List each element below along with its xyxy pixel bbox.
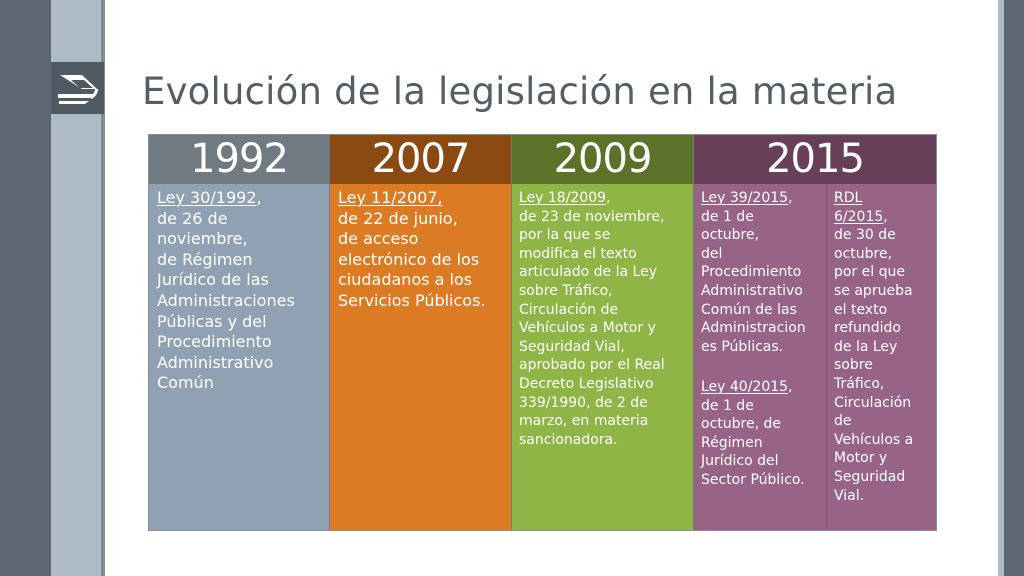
law-text-line: por el que [834, 264, 905, 281]
institution-logo-icon [51, 62, 104, 114]
law-text-line: del [701, 245, 723, 262]
law-text-line: es Públicas. [701, 338, 784, 355]
law-text-line: de 1 de [701, 397, 754, 414]
law-text-line: Administrativo [701, 282, 803, 299]
law-text-line: ciudadanos a los [338, 270, 473, 290]
slide-title: Evolución de la legislación en la materi… [142, 70, 898, 113]
law-description: Ley 30/1992, de 26 de noviembre, de Régimen… [157, 188, 295, 394]
law-text-line: de 22 de junio, [338, 208, 458, 228]
law-reference-link[interactable]: Ley 40/2015, [701, 379, 793, 395]
law-text-line: octubre, [834, 245, 893, 262]
law-text-line: Seguridad Vial, [519, 338, 625, 355]
law-text-line: de 30 de [834, 227, 896, 244]
law-text-line: por la que se [519, 227, 611, 244]
law-text-line: de 1 de [701, 208, 754, 225]
legislation-timeline: 1992 Ley 30/1992, de 26 de noviembre, de Ré… [148, 134, 937, 531]
law-text-line: modifica el texto [519, 245, 637, 262]
year-header: 2009 [512, 135, 693, 184]
law-text-line: marzo, en materia [519, 413, 649, 430]
law-description-ley-39: Ley 39/2015, de 1 de octubre, del Procedimie… [701, 189, 806, 356]
law-text-line: de 26 de [157, 208, 228, 228]
law-text-line: octubre, de [701, 416, 781, 433]
law-text-line: Seguridad [834, 468, 906, 485]
law-text-line: Procedimiento [157, 332, 272, 352]
law-text-line: Jurídico del [701, 453, 779, 470]
left-stripe-thin [101, 0, 105, 576]
law-text-line: sancionadora. [519, 431, 618, 448]
law-reference-link[interactable]: Ley 39/2015, [701, 190, 793, 206]
law-text-line: articulado de la Ley [519, 264, 657, 281]
law-text-line: Sector Público. [701, 471, 805, 488]
column-separator [511, 135, 512, 530]
law-text-line: Vehículos a [834, 431, 914, 448]
right-stripe-dark [1004, 0, 1024, 576]
law-description-ley-40: Ley 40/2015, de 1 de octubre, de Régimen Jur… [701, 378, 805, 490]
law-text-line: Común [157, 373, 214, 393]
law-text-line: de la Ley [834, 338, 898, 355]
law-text-line: electrónico de los [338, 249, 480, 269]
column-body: Ley 30/1992, de 26 de noviembre, de Régimen… [149, 184, 329, 530]
law-reference-link[interactable]: RDL [834, 190, 863, 206]
law-text-line: octubre, [701, 227, 760, 244]
law-text-line: refundido [834, 320, 901, 337]
year-header: 1992 [149, 135, 329, 184]
law-text-line: Servicios Públicos. [338, 290, 486, 310]
law-reference-link[interactable]: Ley 11/2007, [338, 188, 443, 207]
law-text-line: Administrativo [157, 352, 274, 372]
law-text-line: Vehículos a Motor y [519, 320, 656, 337]
law-text-line: Administracion [701, 320, 806, 337]
law-text-line: Vial. [834, 487, 865, 504]
law-text-line: Procedimiento [701, 264, 802, 281]
law-text-line: Circulación [834, 394, 912, 411]
law-text-line: Administraciones [157, 290, 295, 310]
timeline-column-1992: 1992 Ley 30/1992, de 26 de noviembre, de Ré… [149, 135, 329, 530]
timeline-column-2009: 2009 Ley 18/2009, de 23 de noviembre, por … [512, 135, 693, 530]
law-text-line: sobre [834, 357, 873, 374]
law-text-line: 339/1990, de 2 de [519, 394, 648, 411]
law-text-line: aprobado por el Real [519, 357, 665, 374]
column-body: Ley 39/2015, de 1 de octubre, del Procedimie… [694, 184, 936, 530]
law-text-line: Tráfico, [834, 375, 885, 392]
law-reference-link[interactable]: Ley 18/2009, [519, 190, 611, 206]
timeline-column-2015: 2015 Ley 39/2015, de 1 de octubre, del Proce… [694, 135, 936, 530]
law-text-line: noviembre, [157, 229, 248, 249]
column-separator [329, 135, 330, 530]
timeline-column-2007: 2007 Ley 11/2007, de 22 de junio, de acces… [330, 135, 511, 530]
law-text-line: Decreto Legislativo [519, 375, 654, 392]
law-description-rdl-6: RDL 6/2015, de 30 de octubre, por el que se a… [834, 189, 913, 505]
law-text-line: Jurídico de las [157, 270, 269, 290]
law-text-line: Circulación de [519, 301, 619, 318]
year-header: 2015 [694, 135, 936, 184]
law-text-line: sobre Tráfico, [519, 282, 613, 299]
law-reference-link[interactable]: Ley 30/1992, [157, 188, 262, 207]
column-divider [826, 184, 827, 530]
year-header: 2007 [330, 135, 511, 184]
column-separator [693, 135, 694, 530]
law-text-line: de acceso [338, 229, 419, 249]
law-text-line: se aprueba [834, 282, 913, 299]
law-text-line: Motor y [834, 450, 888, 467]
law-reference-link[interactable]: 6/2015, [834, 208, 888, 225]
law-text-line: Común de las [701, 301, 797, 318]
column-body: Ley 11/2007, de 22 de junio, de acceso elec… [330, 184, 511, 530]
law-text-line: de Régimen [157, 249, 253, 269]
left-stripe-dark [0, 0, 51, 576]
law-description: Ley 11/2007, de 22 de junio, de acceso elec… [338, 188, 486, 312]
column-body: Ley 18/2009, de 23 de noviembre, por la qu… [512, 184, 693, 530]
law-text-line: Públicas y del [157, 311, 267, 331]
law-text-line: Régimen [701, 434, 763, 451]
right-stripe-light [998, 0, 1004, 576]
law-text-line: de 23 de noviembre, [519, 208, 665, 225]
law-text-line: de [834, 413, 852, 430]
law-description: Ley 18/2009, de 23 de noviembre, por la qu… [519, 189, 665, 449]
law-text-line: el texto [834, 301, 888, 318]
